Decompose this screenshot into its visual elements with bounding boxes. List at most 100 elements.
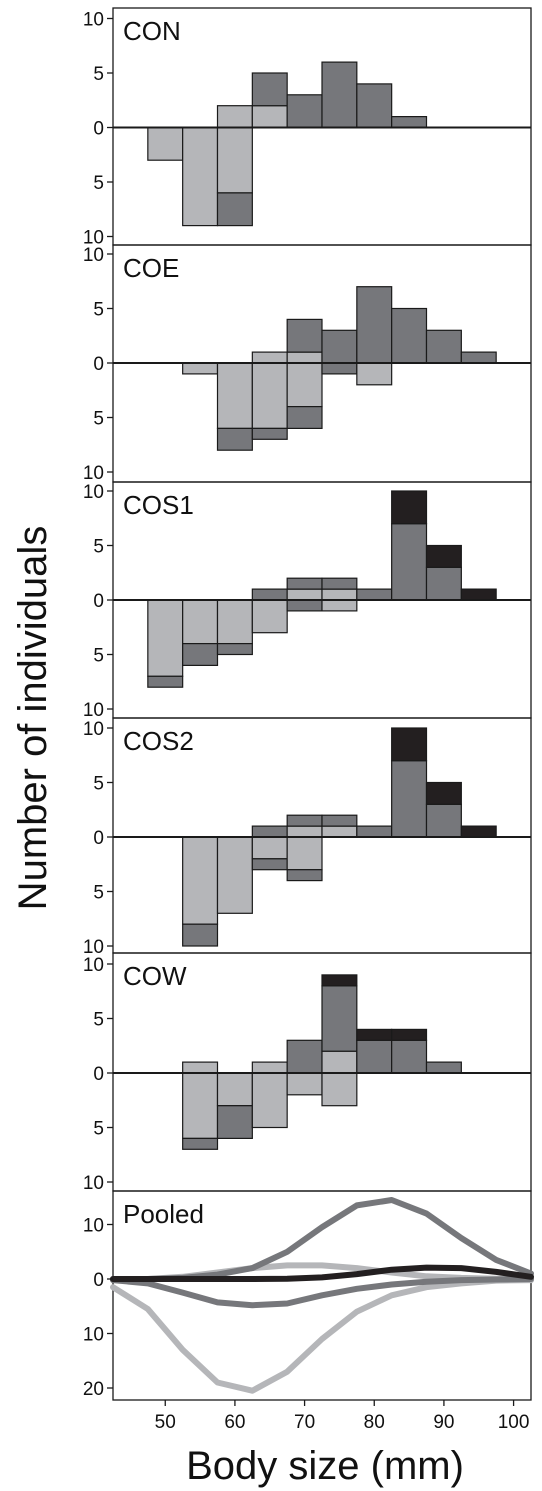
histogram-bar — [182, 836, 219, 925]
histogram-bar — [356, 286, 393, 364]
histogram-bar — [286, 869, 323, 882]
histogram-bar — [286, 362, 323, 408]
histogram-bar — [286, 588, 323, 601]
y-tick-label: 5 — [93, 409, 104, 430]
histogram-bar — [182, 1137, 219, 1150]
histogram-bar — [251, 1061, 288, 1074]
histogram-bar — [216, 126, 253, 194]
y-tick-label: 10 — [83, 228, 104, 249]
histogram-bar — [460, 825, 497, 838]
histogram-bar — [321, 985, 358, 1052]
histogram-bar — [147, 599, 184, 677]
histogram-bar — [216, 599, 253, 645]
histogram-bar — [286, 814, 323, 827]
histogram-bar — [216, 105, 253, 129]
histogram-bar — [251, 1072, 288, 1129]
histogram-bar — [182, 362, 219, 375]
histogram-bar — [321, 814, 358, 827]
histogram-bar — [251, 105, 288, 129]
histogram-bar — [286, 599, 323, 612]
histogram-bar — [216, 642, 253, 656]
x-tick-label: 100 — [498, 1412, 530, 1433]
histogram-bar — [286, 577, 323, 590]
histogram-bar — [391, 523, 428, 601]
y-tick-label: 5 — [93, 300, 104, 321]
y-tick-label: 5 — [93, 774, 104, 795]
y-tick-label: 10 — [83, 10, 104, 31]
histogram-bar — [182, 1061, 219, 1074]
panel-label: COE — [123, 253, 179, 283]
panel-frame — [112, 1190, 532, 1401]
y-tick-label: 10 — [83, 1216, 104, 1237]
y-tick-label: 10 — [83, 1173, 104, 1194]
histogram-bar — [321, 61, 358, 129]
panel-pooled: 10 0 10 20 Pooled — [83, 1190, 534, 1401]
panel-label: Pooled — [123, 1199, 204, 1229]
histogram-bar — [321, 577, 358, 590]
histogram-bar — [286, 94, 323, 129]
y-tick-label: 10 — [83, 482, 104, 503]
histogram-bar — [391, 1039, 428, 1074]
panel-label: COW — [123, 961, 187, 991]
histogram-bar — [251, 351, 288, 364]
histogram-bar — [251, 362, 288, 430]
panel-cos2: 10 5 0 5 10 COS2 — [83, 717, 532, 958]
y-tick-label: 0 — [93, 828, 104, 849]
histogram-bar — [321, 825, 358, 838]
y-tick-label: 10 — [83, 1325, 104, 1346]
histogram-bar — [251, 588, 288, 601]
histogram-bar — [460, 588, 497, 601]
histogram-bar — [321, 1050, 358, 1074]
histogram-bar — [251, 858, 288, 871]
histogram-bar — [321, 329, 358, 364]
histogram-bar — [182, 923, 219, 947]
histogram-bar — [147, 126, 184, 161]
histogram-bar — [251, 599, 288, 634]
histogram-bar — [182, 642, 219, 666]
histogram-bar — [356, 1028, 393, 1041]
panel-con: 10 5 0 5 10 CON — [83, 7, 532, 249]
pooled-series-line — [110, 1264, 534, 1282]
histogram-bar — [286, 1072, 323, 1096]
x-tick-label: 90 — [433, 1412, 454, 1433]
x-axis-title: Body size (mm) — [186, 1444, 464, 1488]
histogram-bar — [286, 825, 323, 838]
y-tick-label: 5 — [93, 1119, 104, 1140]
histogram-bar — [391, 1028, 428, 1041]
histogram-bar — [391, 760, 428, 838]
histogram-bar — [147, 675, 184, 688]
histogram-bar — [251, 427, 288, 440]
histogram-bar — [391, 727, 428, 762]
histogram-bar — [182, 126, 219, 227]
y-tick-label: 10 — [83, 719, 104, 740]
panel-cow: 10 5 0 5 10 COW — [83, 952, 532, 1194]
histogram-bar — [251, 72, 288, 107]
histogram-bar — [286, 318, 323, 353]
histogram-bar — [356, 588, 393, 601]
histogram-bar — [356, 825, 393, 838]
y-tick-label: 20 — [83, 1379, 104, 1400]
histogram-bar — [321, 588, 358, 601]
histogram-bar — [391, 115, 428, 129]
y-tick-label: 0 — [93, 1270, 104, 1291]
histogram-bar — [182, 1072, 219, 1140]
x-tick-label: 50 — [155, 1412, 176, 1433]
histogram-bar — [321, 1072, 358, 1107]
y-tick-label: 10 — [83, 463, 104, 484]
y-tick-label: 0 — [93, 354, 104, 375]
histogram-bar — [425, 781, 462, 805]
y-tick-label: 0 — [93, 591, 104, 612]
histogram-bar — [321, 974, 358, 987]
histogram-bar — [216, 836, 253, 914]
y-tick-label: 10 — [83, 245, 104, 266]
y-tick-label: 5 — [93, 537, 104, 558]
histogram-bar — [356, 83, 393, 129]
histogram-bar — [216, 1105, 253, 1139]
y-tick-label: 10 — [83, 700, 104, 721]
panel-coe: 10 5 0 5 10 COE — [83, 244, 532, 484]
y-tick-label: 10 — [83, 955, 104, 976]
y-tick-label: 5 — [93, 173, 104, 194]
y-axis-title: Number of individuals — [11, 526, 55, 911]
histogram-bar — [425, 544, 462, 568]
